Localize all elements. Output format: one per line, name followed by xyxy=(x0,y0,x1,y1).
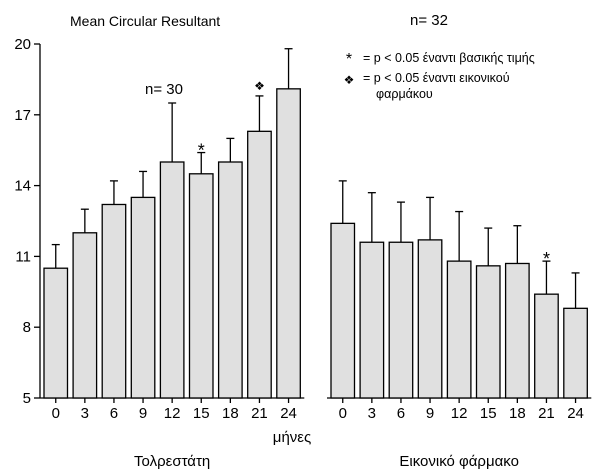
bar xyxy=(446,260,472,399)
bar xyxy=(43,267,69,399)
y-tick-label: 14 xyxy=(14,178,31,195)
bar xyxy=(563,307,588,399)
bar xyxy=(359,241,385,399)
significance-marker: * xyxy=(198,141,205,161)
x-tick-label: 15 xyxy=(193,405,210,422)
bar xyxy=(188,173,214,399)
x-axis-label: μήνες xyxy=(273,429,311,446)
group-label: Τολρεστάτη xyxy=(134,453,210,470)
x-tick-label: 12 xyxy=(451,405,468,422)
bar xyxy=(217,161,243,399)
bar xyxy=(130,196,156,399)
y-tick-label: 8 xyxy=(23,319,31,336)
x-tick-label: 24 xyxy=(280,405,297,422)
y-tick-label: 5 xyxy=(23,390,31,407)
x-tick-label: 6 xyxy=(397,405,405,422)
x-tick-label: 15 xyxy=(480,405,497,422)
x-tick-label: 12 xyxy=(164,405,181,422)
n-label-group-2: n= 32 xyxy=(410,12,448,29)
legend-label-diamond: = p < 0.05 έναντι εικονικού φαρμάκου xyxy=(363,71,510,101)
legend-label-star: = p < 0.05 έναντι βασικής τιμής xyxy=(363,51,535,65)
x-tick-label: 6 xyxy=(110,405,118,422)
bar xyxy=(101,203,127,399)
bar xyxy=(417,239,443,399)
x-tick-label: 18 xyxy=(222,405,239,422)
bar xyxy=(72,232,98,399)
bar xyxy=(534,293,559,399)
legend-star-icon: * xyxy=(346,51,352,68)
legend-diamond-icon: ❖ xyxy=(344,73,355,87)
x-tick-label: 3 xyxy=(81,405,89,422)
x-tick-label: 21 xyxy=(251,405,268,422)
chart-title: Mean Circular Resultant xyxy=(70,13,220,29)
y-tick-label: 17 xyxy=(14,107,31,124)
y-tick-label: 11 xyxy=(15,248,31,265)
bar xyxy=(247,130,272,399)
x-tick-label: 9 xyxy=(426,405,434,422)
x-tick-label: 3 xyxy=(368,405,376,422)
x-tick-label: 18 xyxy=(509,405,526,422)
x-tick-label: 24 xyxy=(567,405,584,422)
x-tick-label: 0 xyxy=(52,405,60,422)
significance-marker: * xyxy=(543,249,550,269)
bar xyxy=(159,161,185,399)
bar xyxy=(388,241,414,399)
n-label-group-1: n= 30 xyxy=(145,81,183,98)
x-tick-label: 21 xyxy=(538,405,555,422)
significance-marker: ❖ xyxy=(254,79,265,93)
x-tick-label: 9 xyxy=(139,405,147,422)
x-tick-label: 0 xyxy=(339,405,347,422)
group-label: Εικονικό φάρμακο xyxy=(399,453,519,470)
y-tick-label: 20 xyxy=(14,36,31,53)
bar xyxy=(504,262,530,399)
bar xyxy=(475,265,501,399)
bar xyxy=(276,88,301,399)
bar xyxy=(330,222,356,399)
